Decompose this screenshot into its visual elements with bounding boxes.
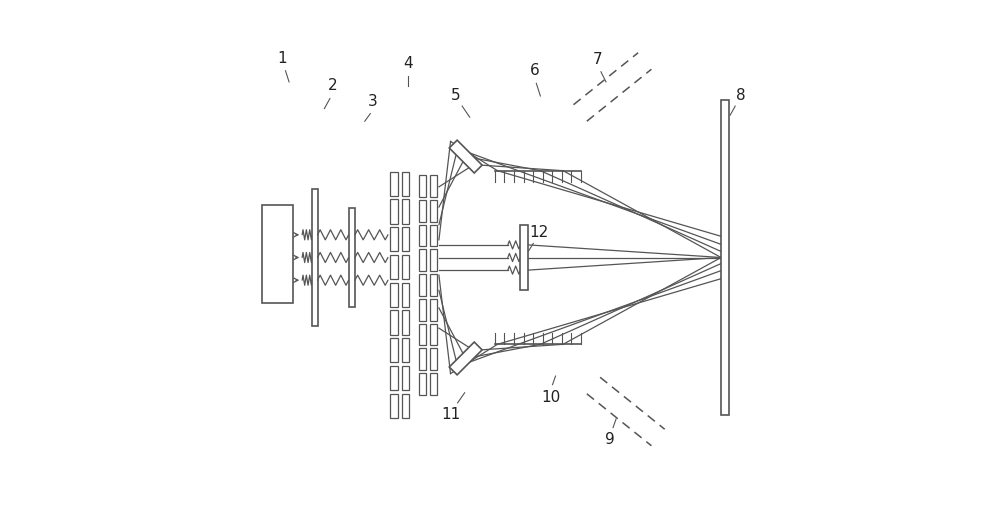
Text: 8: 8 bbox=[736, 89, 746, 104]
Bar bbox=[721, 99, 729, 415]
Bar bbox=[402, 283, 409, 307]
Bar bbox=[390, 171, 398, 196]
Bar bbox=[419, 373, 426, 395]
Text: 4: 4 bbox=[403, 56, 413, 71]
Bar bbox=[419, 299, 426, 320]
Bar bbox=[419, 225, 426, 246]
Bar bbox=[390, 227, 398, 251]
Bar bbox=[402, 171, 409, 196]
Bar bbox=[430, 373, 437, 395]
Bar bbox=[390, 366, 398, 390]
Bar bbox=[419, 348, 426, 370]
Bar bbox=[402, 394, 409, 418]
Bar bbox=[402, 199, 409, 224]
Bar bbox=[262, 204, 293, 303]
Bar bbox=[430, 249, 437, 271]
Bar bbox=[419, 274, 426, 296]
Bar bbox=[390, 338, 398, 363]
Bar bbox=[430, 200, 437, 221]
Bar bbox=[430, 299, 437, 320]
Bar bbox=[520, 225, 528, 290]
Bar bbox=[430, 175, 437, 197]
Text: 7: 7 bbox=[593, 52, 602, 67]
Bar bbox=[430, 225, 437, 246]
Bar bbox=[390, 311, 398, 335]
Bar bbox=[430, 323, 437, 346]
Polygon shape bbox=[449, 342, 482, 375]
Polygon shape bbox=[449, 140, 482, 173]
Bar bbox=[402, 311, 409, 335]
Bar bbox=[390, 199, 398, 224]
Bar bbox=[390, 255, 398, 279]
Text: 9: 9 bbox=[605, 432, 615, 447]
Text: 2: 2 bbox=[328, 78, 337, 93]
Bar bbox=[419, 249, 426, 271]
Bar bbox=[430, 274, 437, 296]
Bar bbox=[402, 338, 409, 363]
Bar bbox=[390, 394, 398, 418]
Text: 12: 12 bbox=[530, 225, 549, 240]
Bar bbox=[419, 323, 426, 346]
Text: 11: 11 bbox=[441, 407, 460, 422]
Bar bbox=[419, 200, 426, 221]
Bar bbox=[402, 255, 409, 279]
Text: 10: 10 bbox=[541, 390, 560, 405]
Bar bbox=[402, 366, 409, 390]
Bar bbox=[349, 208, 355, 307]
Bar bbox=[312, 190, 318, 325]
Text: 3: 3 bbox=[368, 94, 378, 109]
Bar bbox=[419, 175, 426, 197]
Bar bbox=[430, 348, 437, 370]
Text: 1: 1 bbox=[277, 50, 287, 65]
Text: 5: 5 bbox=[451, 89, 460, 104]
Text: 6: 6 bbox=[529, 63, 539, 78]
Bar bbox=[402, 227, 409, 251]
Bar bbox=[390, 283, 398, 307]
